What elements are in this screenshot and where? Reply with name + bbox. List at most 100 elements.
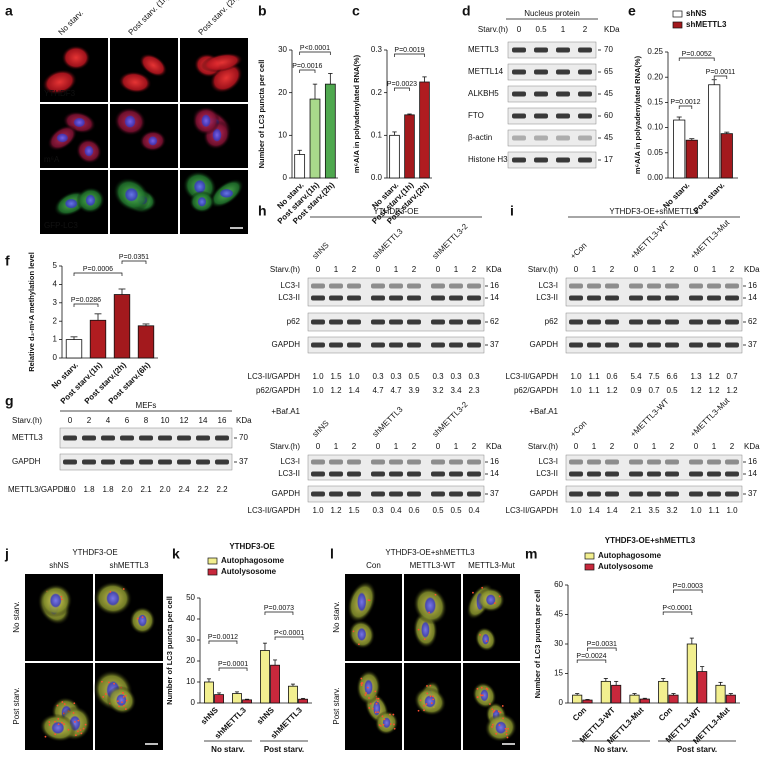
blot-band	[347, 459, 361, 465]
quant-label: LC3-II/GAPDH	[248, 506, 301, 515]
bar	[260, 650, 270, 704]
x-tick-label: Post starv.	[692, 181, 727, 216]
blot-band	[82, 459, 96, 465]
puncta	[54, 720, 56, 723]
puncta	[429, 684, 432, 687]
blot-band	[578, 91, 592, 97]
blot-band	[556, 69, 570, 75]
quant-value: 0.3	[372, 372, 384, 381]
nucleus	[495, 721, 507, 735]
blot-band	[158, 459, 172, 465]
x-tick-label: shNS	[199, 705, 220, 726]
quant-value: 0.5	[450, 506, 462, 515]
quant-value: 0.5	[432, 506, 444, 515]
blot-band	[63, 459, 77, 465]
blot-band	[647, 471, 661, 477]
blot-band	[707, 342, 721, 348]
p-value: P=0.0003	[673, 583, 703, 590]
nucleus	[482, 633, 490, 645]
y-tick-label: 4	[53, 280, 58, 289]
blot-band	[647, 283, 661, 289]
band-label: METTL3	[468, 45, 499, 54]
puncta	[376, 700, 379, 703]
nucleus	[124, 187, 139, 202]
panel-letter: e	[628, 3, 636, 19]
blot-band	[647, 295, 661, 301]
blot-band	[371, 342, 385, 348]
blot-band	[467, 319, 481, 325]
blot-band	[389, 471, 403, 477]
unit-label: KDa	[486, 442, 502, 451]
blot-title: MEFs	[136, 401, 157, 410]
puncta	[495, 732, 498, 735]
puncta	[377, 697, 380, 700]
y-tick-label: 0.25	[647, 47, 663, 56]
legend-swatch	[584, 563, 595, 571]
quant-value: 0.7	[648, 386, 660, 395]
lane-value: 2	[730, 265, 735, 274]
blot-band	[431, 471, 445, 477]
lane-value: 16	[218, 416, 227, 425]
quant-value: 2.2	[197, 485, 209, 494]
p-value: P<0.0001	[274, 630, 304, 637]
blot-band	[578, 135, 592, 141]
lane-value: 2	[583, 25, 588, 34]
cell	[139, 53, 168, 78]
significance-bracket	[394, 87, 410, 91]
quant-label: p62/GAPDH	[256, 386, 300, 395]
blot-membrane	[507, 151, 597, 169]
puncta	[122, 588, 125, 590]
y-axis-label: Number of LC3 puncta per cell	[165, 596, 174, 705]
p-value: P=0.0012	[670, 99, 700, 106]
lane-value: 1	[712, 442, 717, 451]
quant-value: 3.2	[432, 386, 444, 395]
bar	[389, 134, 400, 179]
blot-band	[467, 342, 481, 348]
puncta	[109, 590, 112, 593]
significance-bracket	[299, 51, 331, 55]
blot-band	[101, 459, 115, 465]
micrograph	[110, 38, 178, 102]
blot-band	[371, 319, 385, 325]
puncta	[498, 595, 501, 598]
blot-band	[665, 295, 679, 301]
puncta	[498, 724, 501, 727]
puncta	[74, 721, 76, 723]
row-label: No starv.	[332, 601, 341, 632]
blot-band	[725, 459, 739, 465]
significance-bracket	[121, 260, 147, 264]
puncta	[501, 705, 504, 707]
bar	[324, 83, 336, 179]
panel-letter: k	[172, 546, 180, 562]
group-label: +Con	[569, 241, 589, 261]
blot-band	[407, 471, 421, 477]
significance-bracket	[299, 69, 316, 73]
lane-value: 0	[517, 25, 522, 34]
group-label: shNS	[311, 241, 331, 261]
bar	[708, 84, 721, 179]
blot-band	[569, 283, 583, 289]
nucleus	[480, 689, 489, 702]
blot-band	[467, 459, 481, 465]
band-label: Histone H3	[468, 155, 508, 164]
y-tick-label: 30	[186, 635, 195, 644]
kda-label: 14	[490, 469, 499, 478]
blot-band	[329, 283, 343, 289]
puncta	[476, 696, 479, 699]
puncta	[125, 699, 128, 702]
quant-value: 0.5	[666, 386, 678, 395]
puncta	[61, 701, 64, 703]
blot-band	[389, 459, 403, 465]
puncta	[417, 709, 420, 712]
quant-value: 0.3	[372, 506, 384, 515]
panel-letter: f	[5, 253, 10, 269]
puncta	[118, 705, 120, 708]
puncta	[505, 733, 508, 736]
y-tick-label: 0.3	[371, 45, 383, 54]
puncta	[101, 680, 103, 683]
legend-label: Autophagosome	[598, 551, 662, 560]
x-tick-label: Con	[571, 705, 588, 722]
puncta	[77, 730, 79, 733]
quant-value: 6.6	[666, 372, 678, 381]
puncta	[392, 713, 395, 716]
